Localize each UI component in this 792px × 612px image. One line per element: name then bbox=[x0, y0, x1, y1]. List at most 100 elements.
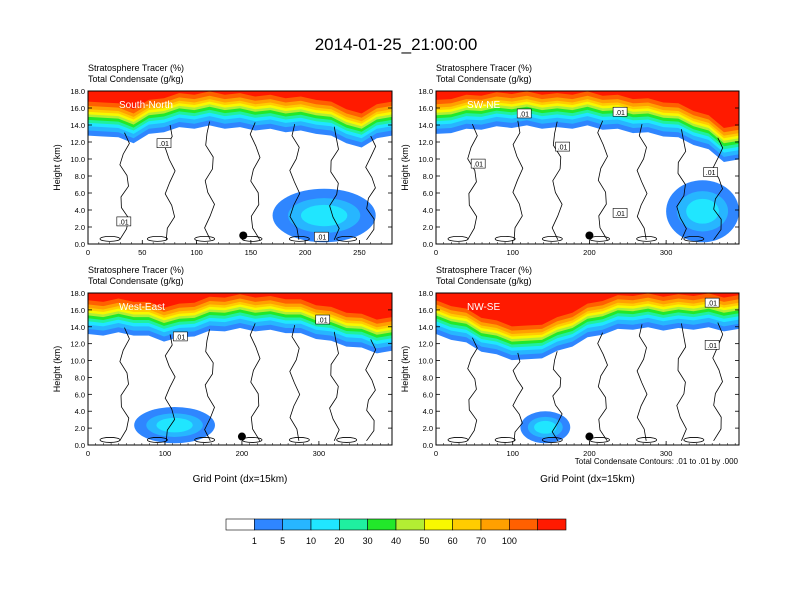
contour-line bbox=[119, 327, 130, 442]
x-tick-label: 200 bbox=[583, 449, 596, 458]
contour-oval bbox=[683, 437, 705, 443]
tracer-blob bbox=[686, 198, 719, 224]
x-tick-label: 150 bbox=[245, 248, 258, 257]
colorbar-label: 100 bbox=[502, 536, 517, 546]
contour-line bbox=[597, 332, 608, 442]
contour-label: .01 bbox=[612, 208, 628, 218]
y-tick-label: 14.0 bbox=[70, 323, 85, 332]
panel-title-line: Total Condensate (g/kg) bbox=[88, 276, 184, 286]
contour-line bbox=[329, 126, 340, 240]
panel-title-line: Stratosphere Tracer (%) bbox=[88, 63, 184, 73]
y-tick-label: 10.0 bbox=[418, 155, 433, 164]
contour-line bbox=[636, 124, 648, 240]
location-marker bbox=[585, 231, 594, 240]
contour-oval bbox=[194, 437, 216, 443]
contour-oval bbox=[146, 437, 168, 443]
contour-label-box bbox=[612, 106, 628, 117]
contour-label: .01 bbox=[470, 158, 486, 169]
contour-label: .01 bbox=[315, 314, 331, 325]
contour-line bbox=[676, 323, 687, 441]
x-tick-label: 300 bbox=[313, 449, 326, 458]
contour-oval bbox=[336, 437, 358, 443]
location-marker bbox=[237, 432, 246, 441]
contour-label-box bbox=[703, 167, 718, 177]
location-marker bbox=[239, 231, 248, 240]
colorbar-swatch bbox=[452, 518, 482, 531]
x-tick-label: 300 bbox=[660, 248, 673, 257]
contour-line bbox=[551, 351, 563, 442]
contour-footnote: Total Condensate Contours: .01 to .01 by… bbox=[575, 457, 739, 466]
y-tick-label: 2.0 bbox=[75, 223, 85, 232]
y-tick-label: 16.0 bbox=[418, 104, 433, 113]
y-tick-label: 4.0 bbox=[75, 206, 85, 215]
tracer-blob bbox=[534, 420, 557, 434]
y-tick-label: 0.0 bbox=[75, 240, 85, 249]
contour-label-text: .01 bbox=[707, 343, 717, 350]
contour-label-text: .01 bbox=[159, 141, 169, 148]
tracer-band-10 bbox=[436, 91, 739, 128]
colorbar-swatch bbox=[225, 518, 255, 531]
y-tick-label: 12.0 bbox=[70, 138, 85, 147]
y-tick-label: 10.0 bbox=[70, 357, 85, 366]
y-tick-label: 4.0 bbox=[75, 407, 85, 416]
y-axis-label: Height (km) bbox=[400, 346, 410, 393]
x-tick-label: 200 bbox=[236, 449, 249, 458]
contour-line bbox=[204, 121, 215, 240]
contour-label-box bbox=[173, 331, 188, 342]
y-tick-label: 18.0 bbox=[70, 289, 85, 298]
contour-line bbox=[249, 323, 261, 442]
x-tick-label: 300 bbox=[660, 449, 673, 458]
contour-oval bbox=[494, 437, 516, 443]
contour-label: .01 bbox=[612, 106, 628, 117]
contour-label: .01 bbox=[516, 108, 532, 118]
x-tick-label: 100 bbox=[506, 248, 519, 257]
colorbar-swatch bbox=[424, 518, 453, 531]
y-tick-label: 12.0 bbox=[418, 340, 433, 349]
y-tick-label: 6.0 bbox=[423, 189, 433, 198]
plot-area: .01 .01 .01 bbox=[88, 91, 392, 243]
colorbar-label: 20 bbox=[334, 536, 344, 546]
y-tick-label: 6.0 bbox=[423, 390, 433, 399]
contour-label-text: .01 bbox=[615, 211, 625, 218]
panel-title-line: Stratosphere Tracer (%) bbox=[436, 63, 532, 73]
panel-title-line: Stratosphere Tracer (%) bbox=[436, 265, 532, 275]
contour-label-box bbox=[612, 208, 628, 218]
contour-oval bbox=[194, 235, 216, 242]
condensate-contours bbox=[447, 322, 724, 443]
contour-label-box bbox=[704, 340, 720, 350]
contour-line bbox=[289, 124, 301, 240]
contour-oval bbox=[99, 437, 121, 443]
panel-label: West-East bbox=[119, 302, 165, 313]
colorbar-swatch bbox=[480, 518, 510, 531]
contour-label-text: .01 bbox=[706, 170, 716, 177]
contour-label-text: .01 bbox=[318, 318, 328, 325]
page-title: 2014-01-25_21:00:00 bbox=[315, 35, 478, 54]
x-tick-label: 100 bbox=[159, 449, 172, 458]
y-tick-label: 14.0 bbox=[418, 121, 433, 130]
y-tick-label: 4.0 bbox=[423, 407, 433, 416]
y-tick-label: 16.0 bbox=[70, 306, 85, 315]
colorbar-label: 50 bbox=[419, 536, 429, 546]
contour-line bbox=[365, 135, 377, 241]
y-tick-label: 2.0 bbox=[75, 424, 85, 433]
y-tick-label: 0.0 bbox=[423, 240, 433, 249]
x-tick-label: 250 bbox=[353, 248, 366, 257]
contour-oval bbox=[636, 235, 658, 242]
contour-label: .01 bbox=[156, 138, 172, 148]
y-tick-label: 8.0 bbox=[75, 373, 85, 382]
y-tick-label: 18.0 bbox=[418, 87, 433, 96]
contour-line bbox=[467, 123, 478, 241]
colorbar-swatch bbox=[254, 518, 283, 531]
panel-label: NW-SE bbox=[467, 302, 500, 313]
panel-title-line: Total Condensate (g/kg) bbox=[88, 74, 184, 84]
panel-title-line: Stratosphere Tracer (%) bbox=[88, 265, 184, 275]
colorbar-swatch bbox=[395, 518, 425, 531]
contour-label-text: .01 bbox=[175, 334, 185, 341]
y-tick-label: 6.0 bbox=[75, 390, 85, 399]
y-tick-label: 0.0 bbox=[423, 441, 433, 450]
panel-label: SW-NE bbox=[467, 100, 500, 111]
x-tick-label: 50 bbox=[138, 248, 146, 257]
contour-line bbox=[512, 352, 524, 441]
contour-oval bbox=[447, 235, 469, 242]
